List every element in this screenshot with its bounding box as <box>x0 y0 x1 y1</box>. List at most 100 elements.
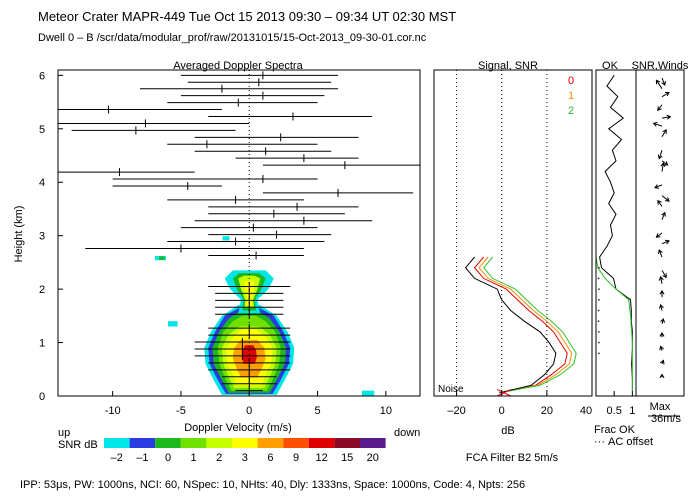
base-cross-mark <box>496 389 511 397</box>
spectra-title: Averaged Doppler Spectra <box>173 60 303 72</box>
winds-max-label: Max <box>650 401 671 413</box>
signal-legend-entry: 2 <box>568 105 574 117</box>
y-tick-label: 4 <box>39 177 45 189</box>
colorbar-tick-label: 6 <box>267 452 273 464</box>
wind-arrowhead <box>659 332 665 337</box>
spectra-width-segments <box>58 71 420 395</box>
x-tick-label: -5 <box>176 405 186 417</box>
wind-arrow <box>661 163 664 172</box>
filter-annotation: FCA Filter B2 5m/s <box>466 452 559 464</box>
frac-ok-lines <box>595 75 633 391</box>
colorbar-cell <box>257 438 284 448</box>
wind-arrow <box>661 212 666 220</box>
y-tick-label: 0 <box>39 391 45 403</box>
ok-xlabel: Frac OK <box>594 424 636 436</box>
spectra-frame <box>57 69 421 397</box>
wind-arrow <box>661 240 670 245</box>
wind-arrow <box>661 129 667 138</box>
ac-offset-dot <box>597 277 600 280</box>
wind-arrow <box>661 77 666 86</box>
ok-x-ticks: 0.5 1 <box>607 391 635 417</box>
ok-frame <box>595 69 637 397</box>
wind-arrowhead <box>666 114 672 120</box>
wind-arrowhead <box>657 154 663 160</box>
colorbar-cell <box>129 438 156 448</box>
snr-speck <box>222 236 230 241</box>
wind-arrow <box>653 122 663 127</box>
wind-arrow <box>661 270 667 278</box>
ok-x-tick-label: 1 <box>629 405 635 417</box>
wind-arrowhead <box>662 273 667 279</box>
plot-subtitle-line: Dwell 0 – B /scr/data/modular_prof/raw/2… <box>38 32 427 44</box>
acquisition-parameters: IPP: 53μs, PW: 1000ns, NCI: 60, NSpec: 1… <box>20 479 526 491</box>
colorbar-cell <box>155 438 181 448</box>
colorbar-tick-label: –1 <box>136 452 148 464</box>
winds-title: SNR,Winds <box>632 60 689 72</box>
y-tick-label: 6 <box>39 70 45 82</box>
wind-arrow <box>657 104 663 111</box>
x-tick-label: 10 <box>380 405 392 417</box>
wind-arrowhead <box>661 211 666 217</box>
signal-legend-entry: 0 <box>568 75 574 87</box>
colorbar-tick-label: 15 <box>341 452 353 464</box>
wind-arrowhead <box>660 162 666 168</box>
direction-down-label: down <box>394 427 420 439</box>
snr-speck <box>361 390 375 396</box>
wind-arrowhead <box>659 359 665 365</box>
wind-arrowhead <box>652 121 658 127</box>
wind-arrow <box>660 276 663 284</box>
wind-arrow <box>661 116 671 119</box>
snr-speck <box>167 321 178 327</box>
wind-arrow <box>655 80 663 89</box>
wind-arrowhead <box>664 239 670 245</box>
wind-arrowhead <box>659 373 665 379</box>
wind-arrowhead <box>660 318 665 323</box>
signal-title: Signal, SNR <box>478 60 538 72</box>
spectra-x-ticks: -10 -5 0 5 10 <box>105 391 392 417</box>
frac-ok-line <box>599 75 633 391</box>
colorbar-tick-label: 12 <box>315 452 327 464</box>
wind-arrow <box>656 232 663 238</box>
colorbar-tick-label: 2 <box>216 452 222 464</box>
wind-arrowhead <box>664 197 670 202</box>
wind-arrowhead <box>657 106 662 112</box>
ac-offset-legend-dots: ··· <box>594 436 605 448</box>
winds-max-value: 36m/s <box>651 413 681 425</box>
wind-arrow <box>658 150 663 159</box>
colorbar-cell <box>334 438 360 448</box>
ac-offset-dot <box>598 331 600 333</box>
signal-x-tick-label: 40 <box>580 405 592 417</box>
wind-arrowhead <box>654 184 660 189</box>
wind-arrowhead <box>658 249 663 255</box>
ac-offset-dot <box>598 299 600 301</box>
wind-arrowhead <box>659 289 665 295</box>
signal-legend: 0 1 2 <box>568 75 574 117</box>
ok-x-tick-label: 0.5 <box>607 405 622 417</box>
wind-arrowhead <box>658 303 664 309</box>
snr-speck <box>159 256 165 260</box>
signal-frame <box>433 69 593 397</box>
colorbar-cell <box>104 438 130 448</box>
colorbar-tick-label: 9 <box>293 452 299 464</box>
y-tick-label: 1 <box>39 338 45 350</box>
noise-dotted-lines <box>456 70 548 396</box>
signal-line-2 <box>483 256 577 394</box>
ac-offset-dot <box>597 320 600 322</box>
ok-title: OK <box>602 60 619 72</box>
doppler-spectra-panel: Averaged Doppler Spectra -10 -5 0 5 10 01234… <box>13 60 421 464</box>
signal-x-tick-label: 20 <box>541 405 553 417</box>
spectra-y-ticks: 0 1 2 3 4 5 6 <box>39 70 63 403</box>
frac-ok-line <box>595 75 633 391</box>
wind-arrowhead <box>655 79 661 85</box>
signal-series-lines <box>464 256 577 397</box>
wind-arrow <box>658 249 663 258</box>
wind-arrowhead <box>663 161 669 166</box>
colorbar-cell <box>283 438 309 448</box>
signal-snr-panel: Signal, SNR –20 0 20 40 Noise dB FCA Filter… <box>433 60 593 464</box>
signal-xlabel: dB <box>501 425 514 437</box>
wind-arrowhead <box>659 345 664 351</box>
wind-arrowhead <box>657 199 662 205</box>
x-tick-label: 5 <box>314 405 320 417</box>
wind-arrowhead <box>655 233 661 238</box>
y-tick-label: 3 <box>39 231 45 243</box>
